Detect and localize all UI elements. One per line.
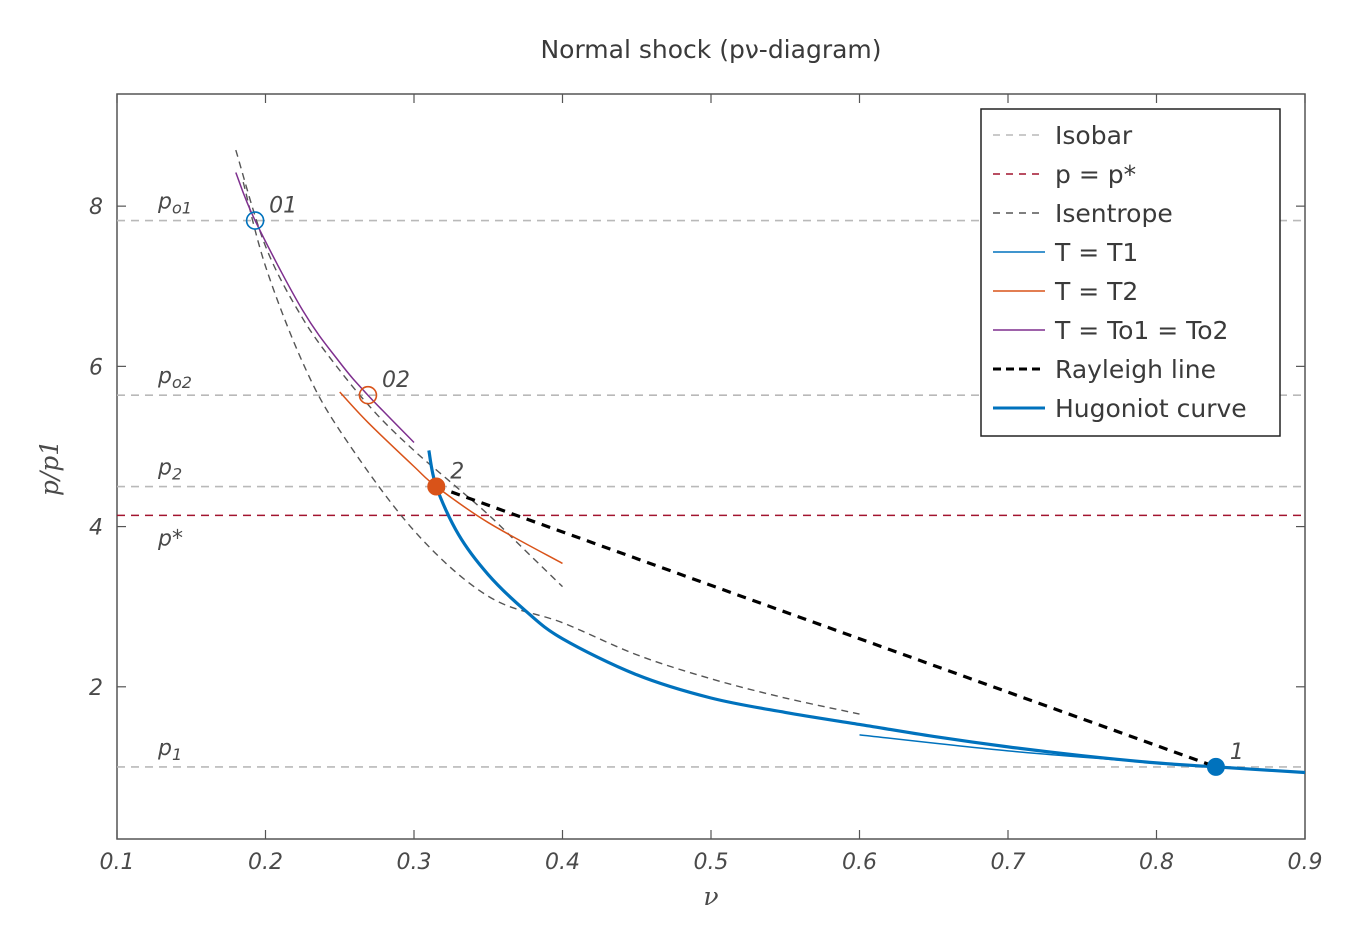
series-t-to1-to2 (235, 172, 415, 443)
x-tick-label: 0.2 (248, 850, 283, 875)
legend-label: Rayleigh line (1055, 355, 1216, 384)
series-isentrope-through-2 (235, 149, 563, 588)
series-hugoniot-curve (427, 450, 1306, 775)
p-star-line: p* (117, 514, 1305, 551)
legend-label: T = To1 = To2 (1054, 316, 1228, 345)
legend: Isobar p = p* Isentrope T = T1 T = T2 T = To1… (980, 108, 1281, 437)
curves (235, 149, 1306, 775)
legend-box (980, 108, 1281, 437)
series-isentrope-through-1 (242, 181, 860, 715)
x-tick-label: 0.1 (100, 850, 135, 875)
x-tick-label: 0.7 (991, 850, 1026, 875)
y-axis-title: p/p1 (35, 440, 64, 496)
isobar-lines: p1 p2 po2 po1 (117, 190, 1305, 768)
state-points: 1 2 01 02 (245, 194, 1244, 776)
x-tick-label: 0.8 (1139, 850, 1174, 875)
state-point-label-02: 02 (382, 368, 410, 393)
state-point-01 (245, 211, 265, 230)
x-tick-label: 0.4 (545, 850, 580, 875)
isobar-label-po1: po1 (157, 190, 192, 218)
legend-label: Hugoniot curve (1055, 394, 1247, 423)
state-point-label-01: 01 (269, 194, 297, 219)
state-point-02 (358, 385, 378, 405)
state-point-1 (1206, 757, 1225, 776)
state-point-2 (427, 477, 446, 496)
state-point-label-2: 2 (450, 460, 464, 485)
x-tick-label: 0.3 (397, 850, 432, 875)
legend-label: Isentrope (1055, 199, 1173, 228)
axis-ticks: 0.1 0.2 0.3 0.4 0.5 0.6 0.7 0.8 0.9 2 4 6 8 (89, 94, 1323, 875)
series-t-t2 (339, 391, 563, 565)
y-tick-label: 2 (89, 676, 103, 701)
state-point-label-1: 1 (1230, 740, 1244, 765)
isobar-label-po2: po2 (157, 364, 192, 392)
y-tick-label: 4 (89, 516, 103, 541)
series-rayleigh-line (435, 485, 1217, 769)
isobar-label-p1: p1 (157, 736, 182, 764)
isobar-label-p2: p2 (157, 456, 182, 484)
x-tick-label: 0.5 (694, 850, 729, 875)
x-tick-label: 0.6 (842, 850, 877, 875)
y-axis-label: p/p1 (35, 440, 64, 496)
x-axis-label: ν (703, 882, 718, 911)
legend-label: p = p* (1055, 160, 1136, 189)
legend-label: T = T1 (1054, 238, 1138, 267)
x-tick-label: 0.9 (1288, 850, 1323, 875)
legend-label: T = T2 (1054, 277, 1138, 306)
chart-title: Normal shock (pν-diagram) (540, 35, 881, 64)
x-axis-title: ν (703, 882, 718, 911)
y-tick-label: 8 (89, 195, 103, 220)
legend-label: Isobar (1055, 121, 1133, 150)
p-star-label: p* (157, 526, 183, 551)
y-tick-label: 6 (89, 355, 103, 380)
